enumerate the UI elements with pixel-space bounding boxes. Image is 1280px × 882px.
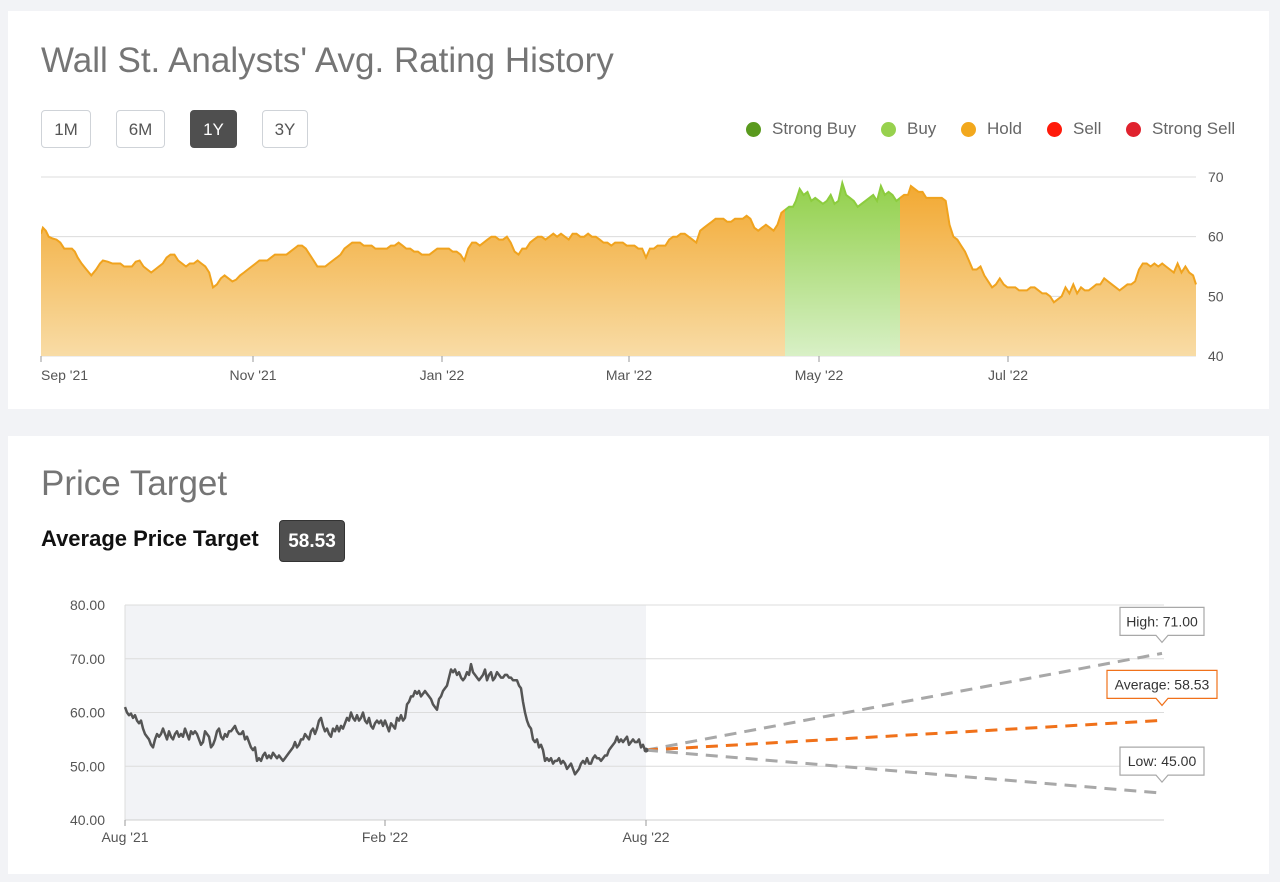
- target-label-0: High: 71.00: [1126, 613, 1198, 629]
- price-y-tick: 60.00: [70, 705, 105, 721]
- range-6m-button[interactable]: 6M: [116, 110, 165, 148]
- rating-band-hold: [900, 184, 1197, 356]
- rating-history-card: Wall St. Analysts' Avg. Rating History 1…: [8, 11, 1269, 409]
- legend-buy[interactable]: Buy: [881, 119, 936, 139]
- rating-y-tick: 50: [1208, 288, 1224, 304]
- price-x-tick: Aug '22: [622, 829, 669, 845]
- target-tooltip-2: [1119, 746, 1205, 784]
- rating-area: [41, 179, 1197, 356]
- legend-strong-buy[interactable]: Strong Buy: [746, 119, 856, 139]
- legend-strong-sell[interactable]: Strong Sell: [1126, 119, 1235, 139]
- rating-history-chart: 70 60 50 40 Sep '21 Nov '21 Jan '22 Mar '22 May…: [40, 169, 1224, 383]
- rating-history-title: Wall St. Analysts' Avg. Rating History: [41, 41, 614, 80]
- current-price-point: [643, 747, 649, 753]
- average-price-target-label: Average Price Target: [41, 526, 259, 551]
- rating-area-fill: [41, 209, 785, 356]
- rating-line: [900, 184, 1197, 304]
- target-line-0: [645, 651, 1163, 752]
- rating-y-tick: 60: [1208, 229, 1224, 245]
- legend-dot-buy: [881, 121, 896, 137]
- target-line-1: [645, 718, 1163, 752]
- legend-dot-strong-sell: [1126, 121, 1141, 137]
- legend-dot-sell: [1047, 121, 1062, 137]
- rating-x-tick: Jul '22: [988, 367, 1028, 383]
- price-grid: [124, 604, 1164, 821]
- rating-x-tick: Mar '22: [606, 367, 652, 383]
- target-label-2: Low: 45.00: [1128, 753, 1197, 769]
- rating-y-tick: 40: [1208, 348, 1224, 364]
- price-target-card: Price Target Average Price Target 58.53 …: [8, 436, 1269, 874]
- price-y-tick: 40.00: [70, 812, 105, 828]
- price-x-tick: Aug '21: [101, 829, 148, 845]
- legend-label-hold: Hold: [987, 119, 1022, 138]
- rating-area-fill: [900, 186, 1196, 356]
- price-history: [123, 662, 647, 776]
- rating-band-buy: [785, 179, 900, 356]
- rating-y-tick: 70: [1208, 169, 1224, 185]
- rating-line: [41, 208, 785, 290]
- range-1y-button[interactable]: 1Y: [190, 110, 237, 148]
- price-y-tick: 50.00: [70, 758, 105, 774]
- rating-band-hold: [41, 208, 785, 356]
- legend-label-sell: Sell: [1073, 119, 1102, 138]
- rating-x-tick: May '22: [795, 367, 844, 383]
- legend-dot-hold: [961, 121, 976, 137]
- rating-y-axis: 70 60 50 40: [1208, 169, 1224, 364]
- price-target-title: Price Target: [41, 464, 228, 503]
- target-label-1: Average: 58.53: [1115, 676, 1210, 692]
- rating-x-tick: Nov '21: [229, 367, 276, 383]
- price-x-axis: Aug '21 Feb '22 Aug '22: [101, 820, 670, 845]
- rating-x-axis: Sep '21 Nov '21 Jan '22 Mar '22 May '22 Jul '…: [40, 356, 1028, 383]
- price-y-axis: 80.00 70.00 60.00 50.00 40.00: [70, 597, 105, 828]
- legend-dot-strong-buy: [746, 121, 761, 137]
- target-tooltip-0: [1119, 606, 1205, 644]
- price-targets: High: 71.00 Average: 58.53 Low: 45.00: [643, 606, 1218, 795]
- legend-sell[interactable]: Sell: [1047, 119, 1101, 139]
- rating-x-tick: Jan '22: [420, 367, 465, 383]
- target-line-2: [645, 748, 1163, 795]
- price-y-tick: 70.00: [70, 651, 105, 667]
- legend-label-strong-buy: Strong Buy: [772, 119, 857, 138]
- price-x-tick: Feb '22: [362, 829, 408, 845]
- range-3y-button[interactable]: 3Y: [262, 110, 308, 148]
- legend-hold[interactable]: Hold: [961, 119, 1022, 139]
- price-y-tick: 80.00: [70, 597, 105, 613]
- rating-area-fill: [785, 183, 900, 356]
- legend-label-buy: Buy: [907, 119, 937, 138]
- target-tooltip-1: [1106, 669, 1218, 707]
- range-1m-button[interactable]: 1M: [41, 110, 91, 148]
- average-price-target-badge: 58.53: [279, 520, 345, 562]
- rating-x-tick: Sep '21: [41, 367, 88, 383]
- price-target-chart: 80.00 70.00 60.00 50.00 40.00 Aug '21 Feb '22…: [70, 597, 1218, 845]
- price-history-line: [123, 662, 647, 776]
- legend-label-strong-sell: Strong Sell: [1152, 119, 1236, 138]
